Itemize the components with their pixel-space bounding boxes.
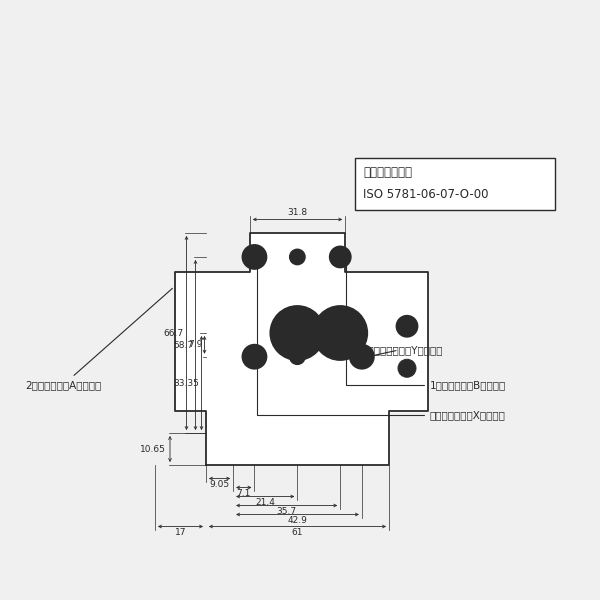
Text: 10.65: 10.65 xyxy=(140,445,166,454)
Circle shape xyxy=(330,247,351,268)
Text: ベントポート（Xポート）: ベントポート（Xポート） xyxy=(257,254,506,420)
Circle shape xyxy=(355,350,368,363)
Circle shape xyxy=(397,316,418,337)
Circle shape xyxy=(335,251,346,262)
Circle shape xyxy=(242,245,266,269)
Polygon shape xyxy=(175,233,428,465)
Text: X: X xyxy=(251,259,257,268)
Text: 外部ドレンポート（Yポート）: 外部ドレンポート（Yポート） xyxy=(355,345,443,356)
Circle shape xyxy=(294,353,301,360)
Circle shape xyxy=(242,344,266,368)
Circle shape xyxy=(398,359,416,377)
Circle shape xyxy=(294,253,301,260)
Text: 9.05: 9.05 xyxy=(209,480,230,489)
Text: 7.9: 7.9 xyxy=(188,340,203,349)
Text: 取付面（準拠）: 取付面（準拠） xyxy=(363,166,412,179)
Text: B: B xyxy=(404,364,410,373)
Text: 7.1: 7.1 xyxy=(236,489,251,498)
Text: 35.7: 35.7 xyxy=(277,507,297,516)
Text: 42.9: 42.9 xyxy=(287,516,307,525)
Text: A: A xyxy=(251,346,257,355)
Circle shape xyxy=(248,350,261,363)
Text: 58.7: 58.7 xyxy=(173,340,193,349)
Circle shape xyxy=(290,349,305,364)
Text: 1次側ポート（Bポート）: 1次側ポート（Bポート） xyxy=(346,260,506,390)
Text: 31.8: 31.8 xyxy=(287,208,308,217)
Bar xyxy=(355,158,555,210)
Text: ISO 5781-06-07-O-00: ISO 5781-06-07-O-00 xyxy=(363,188,488,201)
Text: 21.4: 21.4 xyxy=(256,498,275,507)
Text: Y: Y xyxy=(359,346,364,355)
Circle shape xyxy=(248,250,261,263)
Circle shape xyxy=(403,322,412,331)
Text: 33.35: 33.35 xyxy=(173,379,199,388)
Circle shape xyxy=(322,315,358,351)
Circle shape xyxy=(290,250,305,265)
Circle shape xyxy=(280,315,316,351)
Text: 2次側ポート（Aポート）: 2次側ポート（Aポート） xyxy=(25,289,172,390)
Text: 66.7: 66.7 xyxy=(163,329,183,337)
Circle shape xyxy=(350,344,374,368)
Text: 17: 17 xyxy=(175,528,186,537)
Text: 61: 61 xyxy=(292,528,303,537)
Circle shape xyxy=(271,306,325,360)
Circle shape xyxy=(313,306,367,360)
